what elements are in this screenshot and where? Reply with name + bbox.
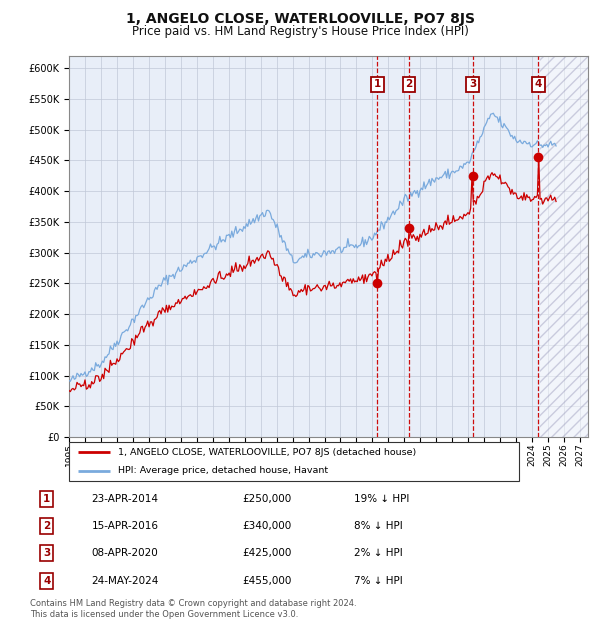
Text: 1, ANGELO CLOSE, WATERLOOVILLE, PO7 8JS: 1, ANGELO CLOSE, WATERLOOVILLE, PO7 8JS (125, 12, 475, 27)
Text: 1, ANGELO CLOSE, WATERLOOVILLE, PO7 8JS (detached house): 1, ANGELO CLOSE, WATERLOOVILLE, PO7 8JS … (119, 448, 417, 457)
Text: £455,000: £455,000 (242, 576, 292, 586)
Text: 1: 1 (43, 494, 50, 504)
Text: Price paid vs. HM Land Registry's House Price Index (HPI): Price paid vs. HM Land Registry's House … (131, 25, 469, 38)
Text: 8% ↓ HPI: 8% ↓ HPI (353, 521, 403, 531)
Text: £340,000: £340,000 (242, 521, 291, 531)
Text: 24-MAY-2024: 24-MAY-2024 (91, 576, 159, 586)
Text: 3: 3 (43, 548, 50, 558)
Text: HPI: Average price, detached house, Havant: HPI: Average price, detached house, Hava… (119, 466, 329, 476)
Text: £250,000: £250,000 (242, 494, 291, 504)
Text: 2: 2 (43, 521, 50, 531)
Text: 19% ↓ HPI: 19% ↓ HPI (353, 494, 409, 504)
Text: 4: 4 (43, 576, 50, 586)
Text: 7% ↓ HPI: 7% ↓ HPI (353, 576, 403, 586)
Text: 23-APR-2014: 23-APR-2014 (91, 494, 158, 504)
Text: Contains HM Land Registry data © Crown copyright and database right 2024.
This d: Contains HM Land Registry data © Crown c… (30, 600, 356, 619)
Bar (540, 56, 588, 437)
Text: 2% ↓ HPI: 2% ↓ HPI (353, 548, 403, 558)
Text: 1: 1 (374, 79, 381, 89)
Text: 08-APR-2020: 08-APR-2020 (91, 548, 158, 558)
Text: 3: 3 (469, 79, 476, 89)
Text: 15-APR-2016: 15-APR-2016 (91, 521, 158, 531)
Text: 2: 2 (406, 79, 413, 89)
Text: £425,000: £425,000 (242, 548, 292, 558)
FancyBboxPatch shape (69, 442, 519, 481)
Text: 4: 4 (535, 79, 542, 89)
